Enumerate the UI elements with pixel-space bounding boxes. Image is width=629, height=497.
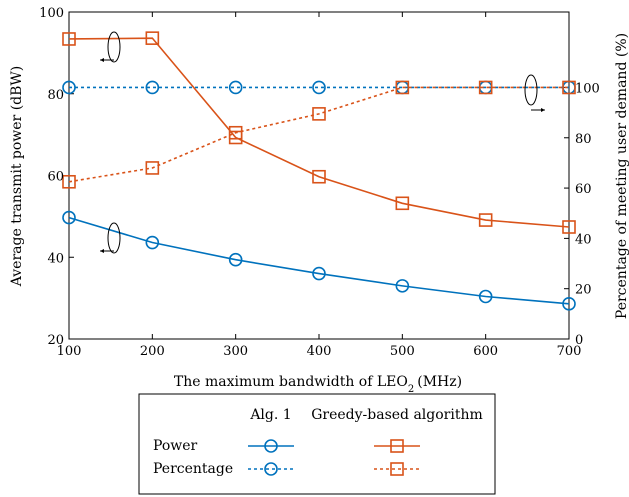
data-point (478, 80, 493, 95)
series-square-power (62, 31, 576, 234)
data-point (395, 196, 410, 211)
indicator-ellipse (107, 222, 121, 254)
data-point (312, 169, 326, 184)
y-left-tick-label: 20 (47, 333, 64, 348)
data-point (478, 289, 493, 304)
legend: Alg. 1 Greedy-based algorithm Power Perc… (138, 393, 496, 495)
indicator-ellipse (524, 74, 538, 106)
data-point (312, 107, 326, 121)
legend-marker (264, 439, 278, 453)
data-point (478, 213, 493, 227)
legend-column-alg1: Alg. 1 (249, 407, 291, 423)
data-point (145, 161, 160, 175)
data-point (562, 80, 576, 95)
y-right-tick-label: 0 (575, 333, 583, 348)
legend-row-power: Power (153, 438, 198, 454)
series-line (68, 216, 570, 305)
series-square-percentage (62, 80, 576, 189)
axis-indicator (100, 31, 121, 63)
x-axis-label-main: The maximum bandwidth of LEO (174, 374, 408, 390)
data-point (312, 266, 326, 281)
legend-greedy-percentage (374, 462, 420, 476)
data-point (62, 174, 76, 189)
data-point (145, 80, 160, 95)
y-left-tick-label: 80 (47, 88, 64, 103)
data-point (562, 297, 576, 311)
data-point (228, 125, 243, 140)
x-tick-label: 400 (307, 344, 332, 359)
x-tick-label: 200 (140, 344, 165, 359)
indicator-ellipse (107, 31, 121, 63)
legend-marker (390, 439, 404, 453)
data-point (312, 80, 326, 95)
series-line (68, 86, 569, 183)
data-point (62, 80, 76, 95)
tick-labels: 100 200 300 400 500 600 700 20 40 60 80 100 0 20 40 60 8… (39, 6, 600, 359)
y-left-tick-label: 60 (47, 170, 64, 185)
axis-indicator (100, 222, 121, 254)
x-tick-label: 600 (473, 344, 498, 359)
legend-row-percentage: Percentage (153, 461, 233, 477)
legend-marker (390, 462, 404, 476)
data-point (145, 31, 160, 45)
axis-annotations (100, 31, 545, 254)
legend-alg1-percentage (248, 462, 294, 476)
plot-frame (68, 11, 570, 340)
x-axis-label: The maximum bandwidth of LEO2 (MHz) (174, 374, 462, 395)
y-right-tick-label: 60 (575, 182, 592, 197)
series-layer (62, 31, 576, 311)
data-point (62, 32, 76, 46)
x-tick-label: 300 (223, 344, 248, 359)
legend-box (138, 393, 496, 495)
y-left-tick-label: 100 (39, 6, 64, 21)
x-tick-label: 700 (557, 344, 582, 359)
y-right-tick-label: 40 (575, 232, 592, 247)
legend-symbols (248, 439, 420, 476)
y-right-tick-label: 80 (575, 132, 592, 147)
y-axis-left-label: Average transmit power (dBW) (9, 66, 25, 288)
plot-area (68, 11, 570, 340)
axis-indicator (524, 74, 545, 112)
indicator-arrow-head (541, 108, 545, 112)
data-point (228, 80, 243, 95)
indicator-arrow-head (100, 249, 104, 253)
data-point (62, 210, 76, 225)
series-circle-power (62, 210, 576, 311)
x-tick-label: 100 (57, 344, 82, 359)
series-line (68, 37, 570, 228)
y-left-tick-label: 40 (47, 251, 64, 266)
x-axis-label-subscript: 2 (408, 384, 414, 395)
series-circle-percentage (62, 80, 576, 95)
y-axis-right-label: Percentage of meeting user demand (%) (614, 33, 629, 319)
legend-alg1-power (248, 439, 294, 453)
x-axis-label-unit: (MHz) (417, 374, 462, 390)
legend-column-greedy: Greedy-based algorithm (311, 407, 483, 423)
legend-greedy-power (374, 439, 420, 453)
data-point (395, 279, 410, 293)
data-point (145, 235, 160, 250)
data-point (228, 252, 243, 267)
legend-marker (264, 462, 278, 476)
y-right-tick-label: 20 (575, 283, 592, 298)
indicator-arrow-head (100, 58, 104, 62)
data-point (562, 220, 576, 234)
data-point (395, 80, 410, 95)
x-tick-label: 500 (390, 344, 415, 359)
y-right-tick-label: 100 (575, 81, 600, 96)
